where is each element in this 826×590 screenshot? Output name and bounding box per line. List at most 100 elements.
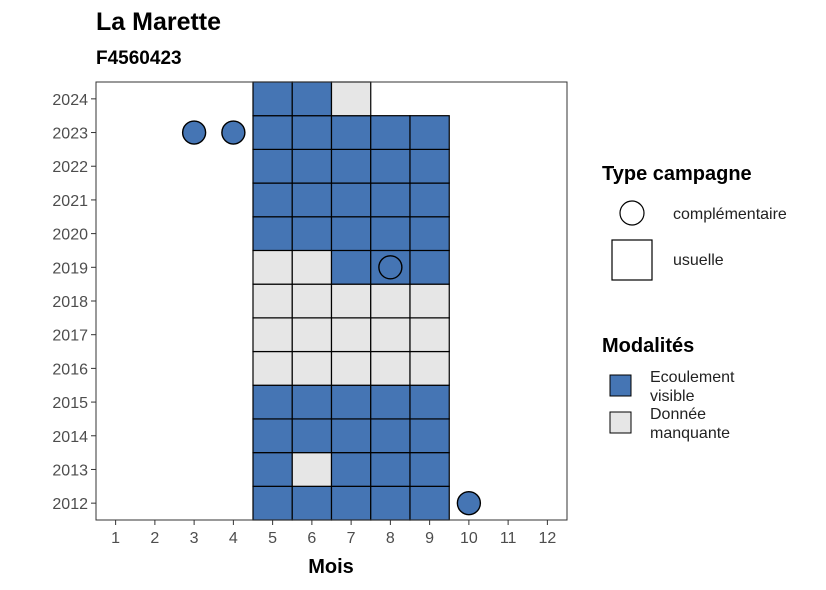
tile-2016-6 [291, 350, 333, 386]
y-tick-label-2017: 2017 [52, 328, 88, 345]
tile-2019-9 [409, 249, 450, 285]
tile-2014-5 [252, 418, 293, 454]
tile-2022-8 [370, 148, 411, 184]
legend-circle-icon [619, 200, 645, 226]
point-2012-10 [456, 490, 482, 516]
y-tick-label-2019: 2019 [52, 260, 88, 277]
x-tick-label-11: 11 [500, 530, 517, 547]
tile-2019-5 [252, 249, 293, 285]
tile-2024-5 [252, 81, 293, 117]
tile-2021-8 [370, 182, 411, 218]
tile-2023-5 [252, 115, 293, 150]
tile-2015-8 [370, 384, 411, 420]
tile-2017-5 [252, 317, 293, 353]
tile-2012-8 [370, 485, 411, 521]
tile-2015-5 [252, 384, 293, 420]
tile-2013-9 [409, 452, 450, 487]
tile-2012-7 [330, 485, 372, 521]
y-tick-label-2012: 2012 [52, 496, 88, 513]
tile-2014-7 [330, 418, 372, 454]
tile-2023-6 [291, 115, 333, 150]
point-2019-8 [378, 255, 403, 280]
tile-2015-6 [291, 384, 333, 420]
y-tick-label-2016: 2016 [52, 361, 88, 378]
x-tick-label-6: 6 [307, 530, 316, 547]
x-tick-label-8: 8 [386, 530, 395, 547]
legend-modalites-title: Modalités [602, 335, 694, 357]
y-tick-label-2024: 2024 [52, 92, 88, 109]
tile-2014-9 [409, 418, 450, 454]
y-tick-label-2015: 2015 [52, 395, 88, 412]
legend-label-manquante: manquante [650, 425, 730, 442]
x-tick-label-4: 4 [229, 530, 238, 547]
point-2023-3 [181, 120, 207, 145]
tile-2018-9 [409, 283, 450, 319]
tile-2018-5 [252, 283, 293, 319]
y-tick-label-2021: 2021 [52, 193, 88, 210]
plot-area: 1 2 3 4 5 6 7 8 9 10 11 122012201320142015201620172… [52, 81, 568, 547]
y-tick-label-2013: 2013 [52, 462, 88, 479]
tile-2012-6 [291, 485, 333, 521]
tile-2016-7 [330, 350, 372, 386]
tile-2015-9 [409, 384, 450, 420]
tile-2016-5 [252, 350, 293, 386]
tile-2016-9 [409, 350, 450, 386]
tile-2020-8 [370, 216, 411, 252]
tile-2017-7 [330, 317, 372, 353]
tile-2019-7 [330, 249, 372, 285]
chart-subtitle: F4560423 [96, 48, 182, 69]
tile-2013-5 [252, 452, 293, 487]
tile-2022-9 [409, 148, 450, 184]
y-tick-label-2014: 2014 [52, 429, 88, 446]
tile-2020-5 [252, 216, 293, 252]
x-tick-label-1: 1 [111, 530, 120, 547]
x-axis-title: Mois [308, 556, 354, 578]
tile-2020-6 [291, 216, 333, 252]
tile-2012-5 [252, 485, 293, 521]
tile-2021-6 [291, 182, 333, 218]
tile-2023-7 [330, 115, 372, 150]
x-tick-label-2: 2 [150, 530, 159, 547]
x-tick-label-9: 9 [425, 530, 434, 547]
legend-swatch-ecoulement-visible [609, 374, 632, 397]
legend-square-icon [611, 239, 653, 281]
tile-2022-6 [291, 148, 333, 184]
tile-2022-7 [330, 148, 372, 184]
legend-label-visible: visible [650, 388, 695, 405]
tile-2023-9 [409, 115, 450, 150]
y-tick-label-2020: 2020 [52, 227, 88, 244]
tile-2014-8 [370, 418, 411, 454]
tile-2018-8 [370, 283, 411, 319]
tile-2019-6 [291, 249, 333, 285]
y-tick-label-2023: 2023 [52, 126, 88, 143]
legend-swatch-donnee-manquante [609, 411, 632, 434]
tile-2018-6 [291, 283, 333, 319]
tile-2017-8 [370, 317, 411, 353]
y-tick-label-2022: 2022 [52, 159, 88, 176]
x-tick-label-10: 10 [460, 530, 478, 547]
tile-2024-6 [291, 81, 333, 117]
chart-title: La Marette [96, 8, 221, 36]
tile-2017-6 [291, 317, 333, 353]
legend-label-usuelle: usuelle [673, 252, 724, 269]
tile-2021-5 [252, 182, 293, 218]
legend-label-ecoulement: Ecoulement [650, 369, 735, 386]
tile-2021-7 [330, 182, 372, 218]
tile-2017-9 [409, 317, 450, 353]
tile-2013-8 [370, 452, 411, 487]
legend-label-donnee: Donnée [650, 406, 706, 423]
legend-type-campagne-title: Type campagne [602, 163, 752, 185]
tile-2022-5 [252, 148, 293, 184]
x-tick-label-7: 7 [347, 530, 356, 547]
tile-2013-7 [330, 452, 372, 487]
tile-2012-9 [409, 485, 450, 521]
x-tick-label-3: 3 [190, 530, 199, 547]
tile-2016-8 [370, 350, 411, 386]
point-2023-4 [221, 120, 246, 145]
tile-2020-7 [330, 216, 372, 252]
tile-2023-8 [370, 115, 411, 150]
y-tick-label-2018: 2018 [52, 294, 88, 311]
tile-2018-7 [330, 283, 372, 319]
tile-2021-9 [409, 182, 450, 218]
legend-label-complementaire: complémentaire [673, 206, 787, 223]
